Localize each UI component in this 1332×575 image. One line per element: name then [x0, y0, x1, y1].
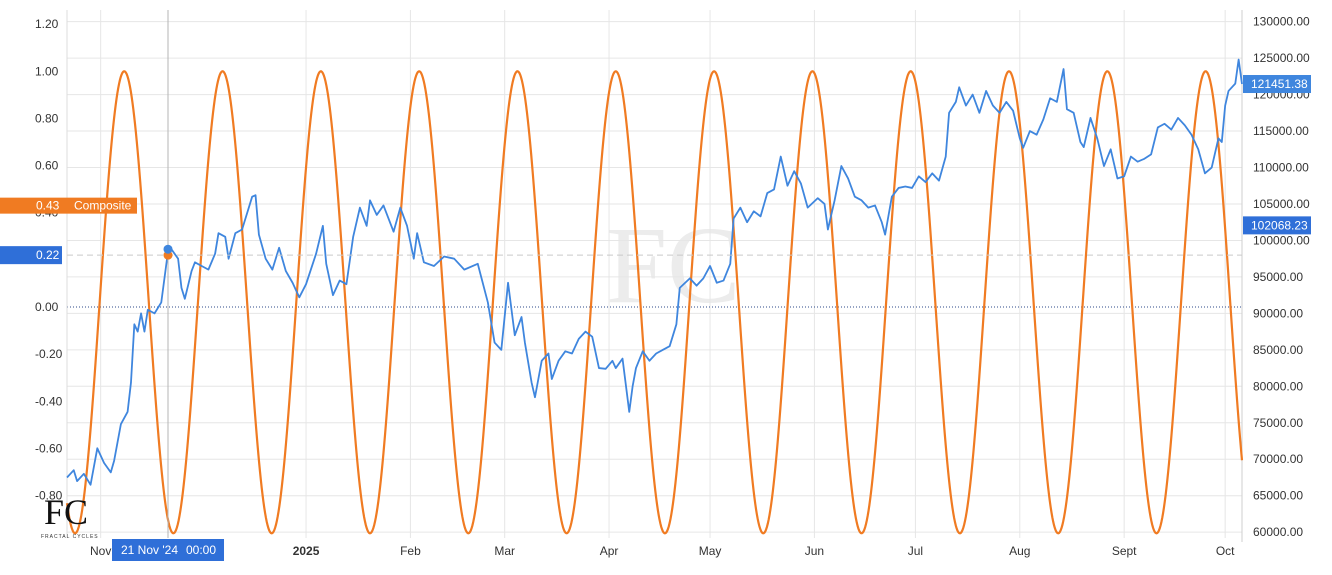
- x-axis-tick-label: Feb: [400, 544, 421, 558]
- crosshair-price-value: 102068.23: [1251, 218, 1308, 232]
- left-axis-tick-label: -0.60: [35, 441, 63, 455]
- left-axis-tick-label: 0.80: [35, 111, 59, 125]
- crosshair-composite-value: 0.22: [36, 248, 60, 262]
- crosshair-date-badge: [112, 539, 225, 561]
- right-axis-tick-label: 110000.00: [1253, 161, 1309, 175]
- right-axis-tick-label: 85000.00: [1253, 343, 1303, 357]
- logo-letters: FC: [44, 492, 88, 532]
- left-axis-tick-label: 0.60: [35, 159, 59, 173]
- composite-last-value: 0.43: [36, 199, 60, 213]
- composite-line: [65, 70, 1244, 535]
- x-axis-tick-label: 2025: [293, 544, 320, 558]
- x-axis-tick-label: Nov: [90, 544, 111, 558]
- right-axis-tick-label: 70000.00: [1253, 452, 1303, 466]
- x-axis-tick-label: Aug: [1009, 544, 1030, 558]
- x-axis-tick-label: May: [699, 544, 722, 558]
- brand-logo: FC FRACTAL CYCLES: [41, 492, 99, 540]
- right-axis-tick-label: 60000.00: [1253, 525, 1303, 539]
- right-axis-tick-label: 125000.00: [1253, 51, 1310, 65]
- right-axis-tick-label: 65000.00: [1253, 489, 1303, 503]
- x-axis-tick-label: Apr: [600, 544, 619, 558]
- left-axis-tick-label: -0.40: [35, 394, 63, 408]
- axes: 130000.00125000.00120000.00115000.001100…: [35, 10, 1310, 558]
- left-axis-tick-label: 1.20: [35, 17, 59, 31]
- x-axis-tick-label: Jun: [805, 544, 824, 558]
- right-axis-tick-label: 90000.00: [1253, 306, 1303, 320]
- right-axis-tick-label: 130000.00: [1253, 15, 1310, 29]
- logo-caption: FRACTAL CYCLES: [41, 534, 99, 540]
- price-last-value: 121451.38: [1251, 77, 1308, 91]
- series: [65, 58, 1244, 535]
- center-watermark: FC: [606, 204, 741, 326]
- right-axis-tick-label: 75000.00: [1253, 416, 1303, 430]
- grid: [67, 10, 1242, 538]
- crosshair-date: 21 Nov '24: [121, 543, 178, 557]
- left-axis-tick-label: -0.80: [35, 489, 63, 503]
- right-axis-tick-label: 100000.00: [1253, 233, 1310, 247]
- left-axis-tick-label: -0.20: [35, 347, 63, 361]
- crosshair-overlay: 0.22 102068.23 21 Nov '24 00:00 0.43 Composit…: [0, 10, 1311, 561]
- x-axis-tick-label: Sept: [1112, 544, 1137, 558]
- left-axis-tick-label: 0.00: [35, 300, 59, 314]
- price-last-value-badge: [1243, 75, 1311, 94]
- right-axis-tick-label: 115000.00: [1253, 124, 1309, 138]
- price-crosshair-dot: [163, 244, 173, 254]
- x-axis-tick-label: Jul: [908, 544, 923, 558]
- price-line: [66, 58, 1243, 486]
- left-axis-tick-label: 1.00: [35, 64, 59, 78]
- right-axis-tick-label: 80000.00: [1253, 379, 1303, 393]
- x-axis-tick-label: Mar: [494, 544, 515, 558]
- composite-series-name: Composite: [74, 199, 132, 213]
- watermark-letters: FC: [606, 204, 741, 326]
- crosshair-composite-badge: [0, 246, 62, 265]
- right-axis-tick-label: 105000.00: [1253, 197, 1310, 211]
- crosshair-price-badge: [1243, 216, 1311, 235]
- right-axis-tick-label: 95000.00: [1253, 270, 1303, 284]
- composite-last-value-badge: [0, 197, 137, 214]
- x-axis-tick-label: Oct: [1216, 544, 1235, 558]
- crosshair-time: 00:00: [186, 543, 216, 557]
